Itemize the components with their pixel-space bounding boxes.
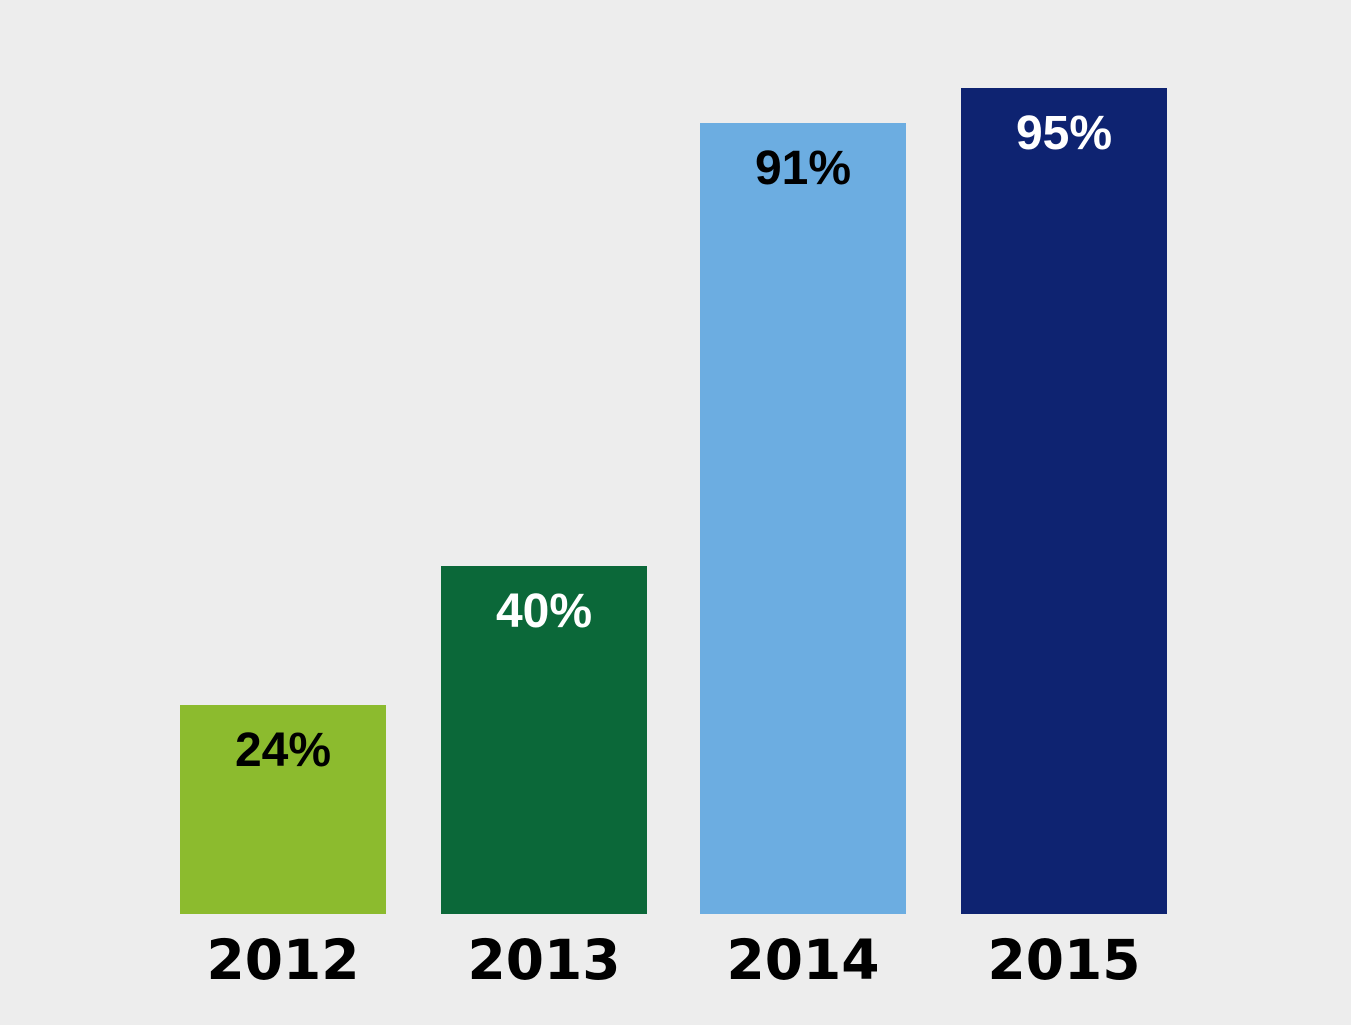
bar-group-2015: 95% 2015 — [961, 0, 1167, 1025]
bar-value-label-2015: 95% — [1015, 107, 1113, 160]
x-axis-label-2012: 2012 — [206, 928, 360, 992]
bar-value-label-2012: 24% — [234, 724, 332, 777]
bar-2012: 24% — [180, 705, 386, 914]
x-axis-label-2014: 2014 — [726, 928, 880, 992]
bar-2015: 95% — [961, 88, 1167, 914]
bar-group-2014: 91% 2014 — [700, 0, 906, 1025]
x-axis-label-2015: 2015 — [987, 928, 1141, 992]
x-axis-label-2013: 2013 — [467, 928, 621, 992]
bar-group-2013: 40% 2013 — [441, 0, 647, 1025]
bar-2014: 91% — [700, 123, 906, 914]
bar-group-2012: 24% 2012 — [180, 0, 386, 1025]
bar-2013: 40% — [441, 566, 647, 914]
bar-value-label-2013: 40% — [495, 585, 593, 638]
bar-value-label-2014: 91% — [754, 142, 852, 195]
